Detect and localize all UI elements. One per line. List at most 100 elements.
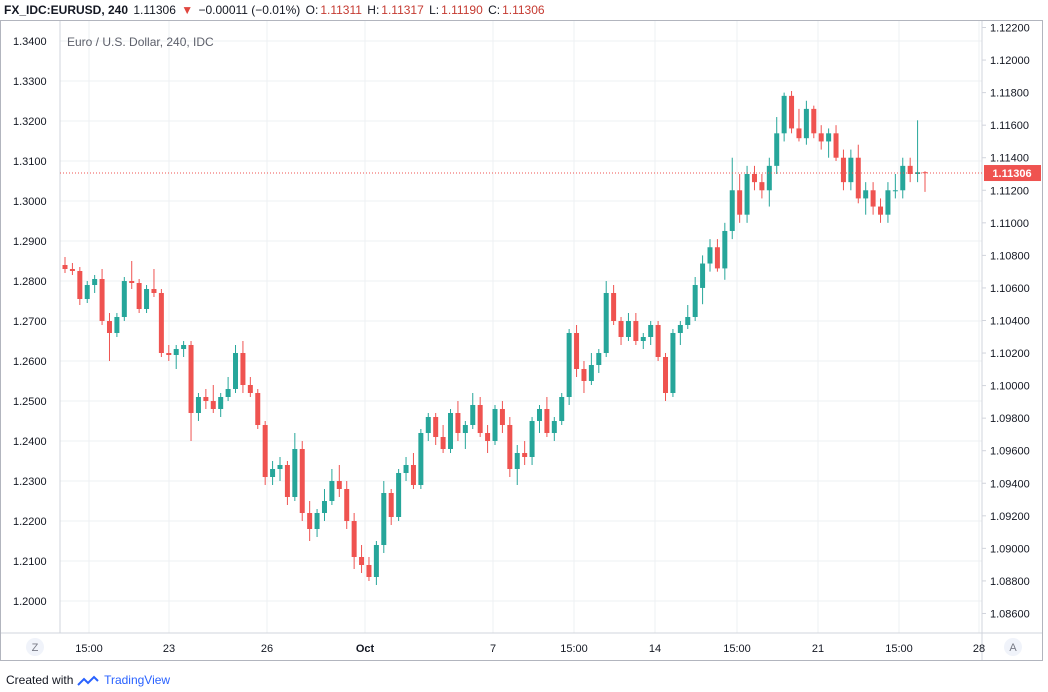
candle-body	[625, 321, 631, 337]
right-tick-label: 1.08600	[990, 608, 1030, 620]
candle	[277, 457, 283, 481]
candle-body	[158, 293, 164, 353]
candle	[240, 341, 246, 393]
candle	[581, 361, 587, 393]
time-tick-label: 15:00	[75, 643, 103, 655]
candle	[418, 429, 424, 489]
last-price-tag-bg	[984, 165, 1041, 182]
candle	[640, 333, 646, 349]
candle	[729, 157, 735, 240]
candle-body	[729, 190, 735, 231]
candle	[670, 329, 676, 397]
candle	[440, 425, 446, 453]
candle	[588, 353, 594, 385]
candle-body	[581, 369, 587, 381]
right-tick-label: 1.11000	[990, 218, 1029, 230]
candle-body	[270, 469, 276, 477]
candle	[144, 285, 150, 313]
time-tick-label: 28	[973, 643, 985, 655]
candle-body	[707, 247, 713, 264]
candle	[366, 557, 372, 581]
candle	[388, 489, 394, 525]
candle-body	[470, 405, 476, 425]
candle	[114, 313, 120, 337]
candle	[915, 120, 921, 183]
candle-body	[262, 425, 268, 477]
right-price-axis[interactable]: 1.12200 1.12000 1.11800 1.11600 1.11400 1.112…	[982, 23, 1030, 621]
candle-body	[663, 357, 669, 393]
right-tick-label: 1.09000	[990, 543, 1030, 555]
tradingview-logo-icon	[77, 675, 99, 686]
last-price-tag-label: 1.11306	[992, 168, 1031, 180]
right-tick-label: 1.08800	[990, 576, 1030, 588]
candle-body	[551, 421, 557, 433]
candle-body	[84, 285, 90, 299]
auto-scale-left-button[interactable]: Z	[26, 638, 44, 656]
time-tick-label: 15:00	[560, 643, 588, 655]
candle-body	[685, 317, 691, 325]
candle	[737, 174, 743, 223]
candle	[633, 313, 639, 345]
candle-body	[522, 453, 528, 457]
time-axis[interactable]: 15:00 23 26 Oct 7 15:00 14 15:00 21 15:00 28	[75, 643, 985, 655]
candle	[700, 255, 706, 305]
candle-body	[692, 285, 698, 317]
candle	[714, 239, 720, 272]
candle-body	[366, 565, 372, 577]
candle	[855, 144, 861, 204]
close-value: 1.11306	[502, 3, 545, 17]
candle-body	[284, 465, 290, 497]
low-label: L:	[429, 3, 440, 17]
candle	[514, 445, 520, 485]
candle-body	[203, 397, 209, 401]
candle-body	[106, 321, 112, 333]
left-price-axis[interactable]: 1.3400 1.3300 1.3200 1.3100 1.3000 1.2900 1.28…	[13, 36, 47, 608]
right-tick-label: 1.10200	[990, 348, 1030, 360]
candle	[811, 105, 817, 139]
candle	[536, 405, 542, 433]
candle	[121, 277, 127, 321]
candle-body	[751, 174, 757, 183]
candle	[344, 481, 350, 529]
candle	[840, 149, 846, 191]
candle	[284, 461, 290, 505]
right-tick-label: 1.09400	[990, 478, 1030, 490]
candle-body	[507, 425, 513, 469]
candlestick-chart[interactable]: 1.3400 1.3300 1.3200 1.3100 1.3000 1.2900 1.28…	[1, 21, 1042, 660]
candle	[781, 92, 787, 142]
candle-body	[396, 473, 402, 517]
candle-body	[455, 413, 461, 433]
tradingview-link[interactable]: TradingView	[104, 673, 171, 687]
candle-body	[448, 413, 454, 449]
right-tick-label: 1.12200	[990, 23, 1030, 35]
candle	[158, 289, 164, 357]
candle	[99, 269, 105, 325]
candle-body	[373, 545, 379, 577]
candle	[522, 441, 528, 465]
candle	[403, 457, 409, 481]
left-tick-label: 1.2100	[13, 556, 47, 568]
candle-body	[670, 333, 676, 393]
candle-body	[774, 133, 780, 166]
candle-body	[462, 425, 468, 433]
candle	[270, 461, 276, 485]
right-tick-label: 1.10400	[990, 315, 1030, 327]
candle-body	[892, 190, 898, 192]
candle-body	[796, 128, 802, 139]
candle-body	[410, 465, 416, 485]
candle-body	[588, 365, 594, 381]
candle	[381, 481, 387, 553]
candle	[685, 305, 691, 329]
candle-body	[121, 281, 127, 317]
candle	[603, 281, 609, 357]
auto-scale-right-button[interactable]: A	[1004, 638, 1022, 656]
candle	[826, 128, 832, 158]
candle	[551, 417, 557, 441]
price-change: −0.00011 (−0.01%)	[198, 3, 301, 17]
candle	[166, 345, 172, 361]
symbol-name[interactable]: FX_IDC:EURUSD, 240	[4, 3, 129, 17]
candle-body	[818, 133, 824, 142]
candle-body	[114, 317, 120, 333]
candle-body	[633, 321, 639, 341]
candle-body	[885, 190, 891, 215]
